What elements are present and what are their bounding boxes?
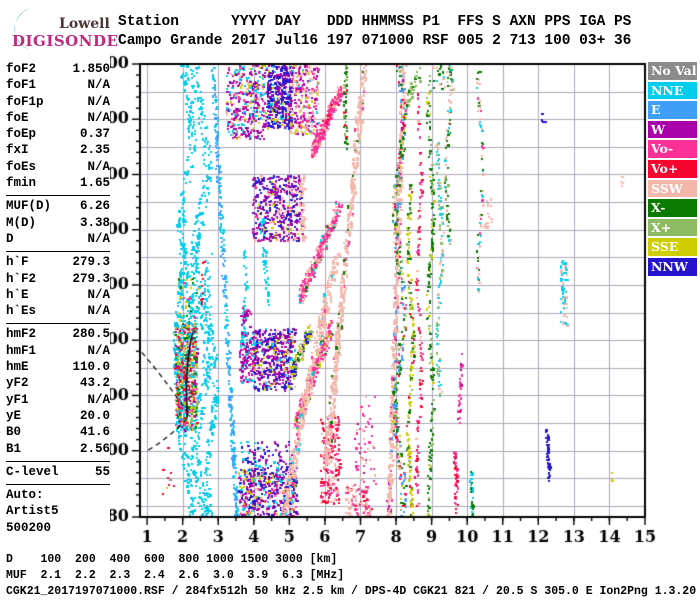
legend-item-x-minus: X- [648, 199, 697, 217]
param-row: h`Es N/A [6, 304, 110, 319]
param-row: 500200 [6, 520, 52, 535]
legend-item-vo-minus: Vo- [648, 140, 697, 158]
header-column-labels: Station YYYY DAY DDD HHMMSS P1 FFS S AXN… [118, 14, 632, 30]
footer-distance-row: D 100 200 400 600 800 1000 1500 3000 [km… [6, 553, 338, 566]
param-row: foF2 1.850 [6, 62, 110, 76]
param-row: h`F2 279.3 [6, 271, 110, 286]
param-section-muf: MUF(D) 6.26 M(D) 3.38 D N/A [6, 195, 110, 251]
param-row: h`E N/A [6, 287, 110, 302]
param-row: foF1p N/A [6, 94, 110, 109]
parameter-panel: foF2 1.850 foF1 N/A foF1p N/A foE N/A foEp 0.37 fx… [6, 62, 110, 540]
param-row: foEs N/A [6, 159, 110, 174]
header-station-values: Campo Grande 2017 Jul16 197 071000 RSF 0… [118, 33, 632, 49]
logo-digisonde-text: DIGISONDE [12, 32, 119, 50]
param-row: foE N/A [6, 110, 110, 125]
param-section-frequencies: foF2 1.850 foF1 N/A foF1p N/A foE N/A foEp 0.37 fx… [6, 62, 110, 195]
param-row: foEp 0.37 [6, 127, 110, 142]
echo-type-legend: No Val NNE E W Vo- Vo+ SSW X- X+ SSE NNW [648, 62, 697, 278]
param-row: B0 41.6 [6, 425, 110, 440]
legend-item-e: E [648, 101, 697, 119]
legend-item-sse: SSE [648, 238, 697, 256]
legend-item-nnw: NNW [648, 257, 697, 276]
param-row: foF1 N/A [6, 78, 110, 93]
param-row: yE 20.0 [6, 408, 110, 423]
legend-item-nne: NNE [648, 81, 697, 100]
legend-item-w: W [648, 120, 697, 139]
legend-item-x-plus: X+ [648, 218, 697, 237]
param-section-autoscaling: Auto: Artist5 500200 [6, 484, 110, 540]
footer-muf-row: MUF 2.1 2.2 2.3 2.4 2.6 3.0 3.9 6.3 [MHz… [6, 569, 345, 582]
param-row: MUF(D) 6.26 [6, 199, 110, 214]
param-row: fxI 2.35 [6, 143, 110, 158]
param-row: B1 2.56 [6, 441, 110, 456]
param-row: C-level 55 [6, 464, 110, 479]
param-row: Auto: [6, 488, 44, 503]
logo-lowell-text: Lowell [59, 16, 110, 32]
param-row: yF2 43.2 [6, 376, 110, 391]
ionogram-canvas [110, 50, 660, 550]
param-section-peak-heights: hmF2 280.5 hmF1 N/A hmE 110.0 yF2 43.2 yF1 N/A yE 2… [6, 323, 110, 460]
param-row: Artist5 [6, 504, 59, 519]
param-row: fmin 1.65 [6, 176, 110, 191]
footer-file-info: CGK21_2017197071000.RSF / 284fx512h 50 k… [6, 585, 697, 598]
lowell-digisonde-logo: Lowell DIGISONDE [4, 4, 119, 54]
param-row: yF1 N/A [6, 392, 110, 407]
param-row: M(D) 3.38 [6, 215, 110, 230]
param-row: hmF1 N/A [6, 343, 110, 358]
param-row: h`F 279.3 [6, 255, 110, 270]
param-row: hmF2 280.5 [6, 327, 110, 342]
legend-item-noval: No Val [648, 62, 697, 80]
param-section-confidence: C-level 55 [6, 460, 110, 484]
legend-item-ssw: SSW [648, 179, 697, 198]
param-section-virtual-heights: h`F 279.3 h`F2 279.3 h`E N/A h`Es N/A [6, 251, 110, 323]
legend-item-vo-plus: Vo+ [648, 159, 697, 178]
param-row: D N/A [6, 231, 110, 246]
param-row: hmE 110.0 [6, 360, 110, 375]
